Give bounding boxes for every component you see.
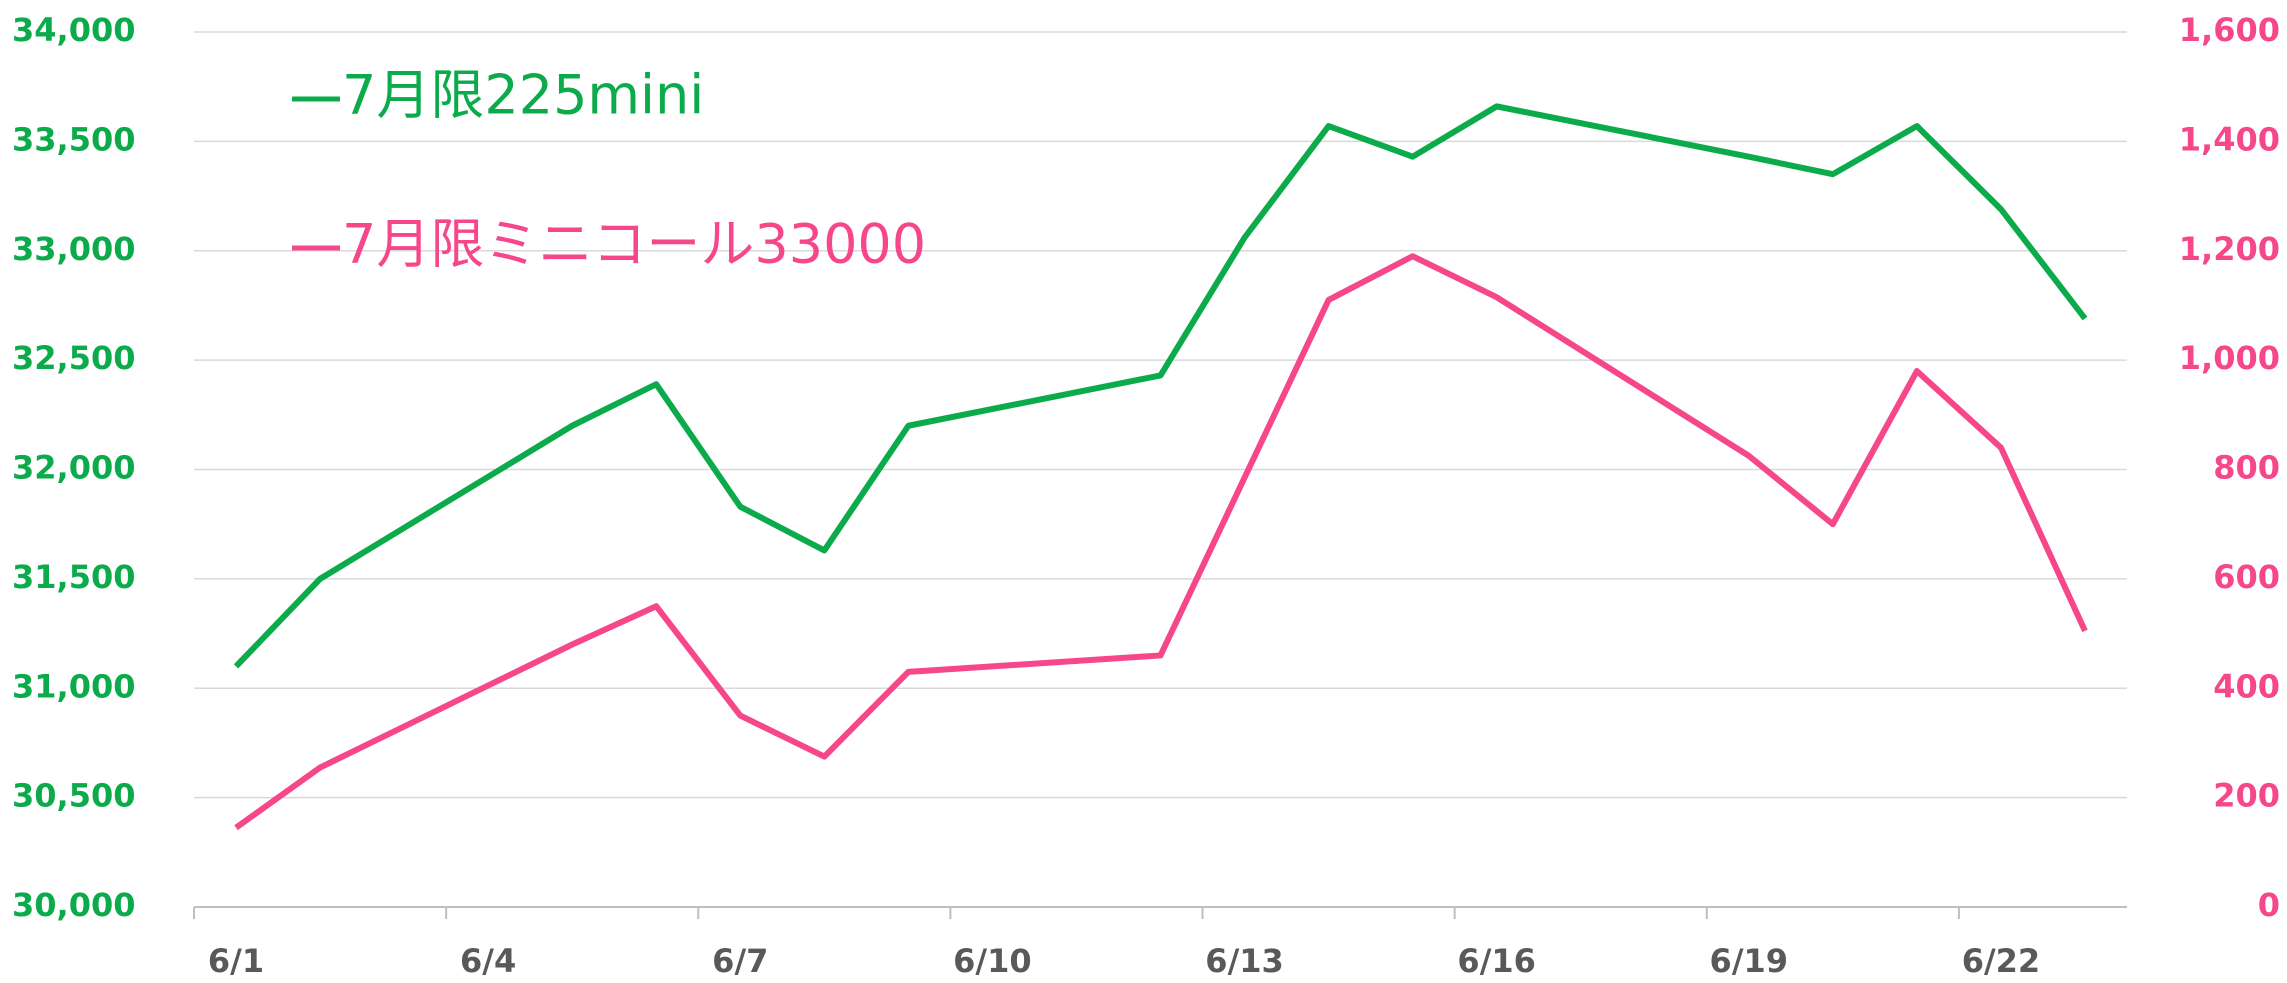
y-tick-label: 33,000 bbox=[12, 230, 135, 268]
x-tick-label: 6/7 bbox=[712, 942, 768, 980]
y2-tick-label: 400 bbox=[2213, 667, 2280, 705]
x-tick-label: 6/1 bbox=[208, 942, 264, 980]
y-tick-label: 32,500 bbox=[12, 339, 135, 377]
y-tick-label: 34,000 bbox=[12, 11, 135, 49]
y2-tick-label: 1,000 bbox=[2179, 339, 2280, 377]
y2-tick-label: 800 bbox=[2213, 449, 2280, 487]
series-line bbox=[233, 103, 2088, 669]
x-tick-label: 6/16 bbox=[1457, 942, 1535, 980]
y-tick-label: 33,500 bbox=[12, 120, 135, 158]
y-tick-label: 30,000 bbox=[12, 886, 135, 924]
y2-tick-label: 1,200 bbox=[2179, 230, 2280, 268]
y-tick-label: 31,000 bbox=[12, 667, 135, 705]
y-tick-label: 30,500 bbox=[12, 777, 135, 815]
x-tick-label: 6/13 bbox=[1205, 942, 1283, 980]
y2-tick-label: 0 bbox=[2258, 886, 2280, 924]
y2-tick-label: 1,600 bbox=[2179, 11, 2280, 49]
y-tick-label: 31,500 bbox=[12, 558, 135, 596]
series-line bbox=[234, 253, 2088, 831]
legend-label: 7月限ミニコール33000 bbox=[342, 213, 926, 276]
x-tick-label: 6/4 bbox=[460, 942, 516, 980]
legend-label: 7月限225mini bbox=[342, 64, 704, 127]
x-tick-label: 6/19 bbox=[1710, 942, 1788, 980]
x-tick-label: 6/22 bbox=[1962, 942, 2040, 980]
y-tick-label: 32,000 bbox=[12, 449, 135, 487]
y2-tick-label: 200 bbox=[2213, 777, 2280, 815]
x-tick-label: 6/10 bbox=[953, 942, 1031, 980]
y2-tick-label: 1,400 bbox=[2179, 120, 2280, 158]
y2-tick-label: 600 bbox=[2213, 558, 2280, 596]
